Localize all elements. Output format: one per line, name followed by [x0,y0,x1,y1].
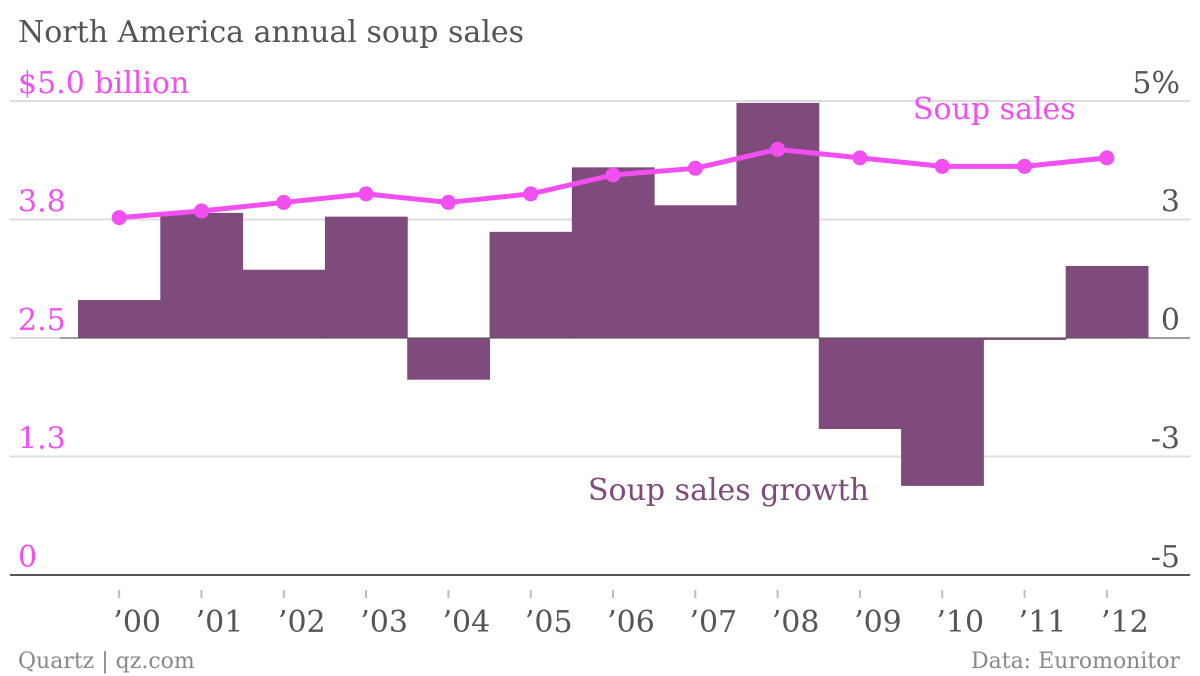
x-tick-label: ’02 [278,605,326,640]
left-axis: $5.0 billion 3.8 2.5 1.3 0 [18,66,189,575]
chart-title: North America annual soup sales [18,15,524,50]
x-tick-label: ’08 [772,605,820,640]
growth-bar-1 [160,212,244,338]
x-axis: ’00 ’01 ’02 ’03 ’04 ’05 ’06 ’07 ’08 ’09 ’10 ’11 ’12 [113,590,1149,640]
growth-bar-6 [571,167,655,338]
footer-source-right: Data: Euromonitor [971,649,1181,674]
growth-bar-7 [654,205,737,338]
sales-point-2 [276,194,292,210]
x-tick-label: ’06 [607,605,655,640]
sales-point-10 [934,158,950,174]
sales-point-1 [193,203,209,219]
x-tick-label: ’10 [936,605,984,640]
x-tick-label: ’05 [525,605,573,640]
sales-line [111,141,1115,226]
x-tick-label: ’03 [360,605,408,640]
growth-bar-11 [983,338,1067,340]
sales-point-0 [111,210,127,226]
growth-bar-10 [901,338,984,486]
right-tick-label: -3 [1151,422,1180,457]
sales-point-3 [358,186,374,202]
growth-bar-9 [818,338,902,430]
right-axis: 5% 3 0 -3 -5 [1132,66,1180,575]
series-label-soup-sales-growth: Soup sales growth [588,473,869,508]
left-tick-label: 1.3 [18,422,66,457]
growth-bar-12 [1065,265,1149,338]
growth-bar-8 [736,102,820,339]
series-label-soup-sales: Soup sales [913,92,1076,127]
growth-bar-2 [242,269,326,338]
left-tick-label: $5.0 billion [18,66,189,101]
x-tick-label: ’01 [196,605,244,640]
x-tick-label: ’09 [854,605,902,640]
growth-bar-5 [489,231,573,338]
left-tick-label: 0 [18,540,37,575]
x-tick-label: ’04 [443,605,491,640]
sales-point-7 [687,160,703,176]
sales-point-11 [1017,158,1033,174]
x-tick-label: ’12 [1101,605,1149,640]
sales-point-8 [770,141,786,157]
left-tick-label: 2.5 [18,303,66,338]
right-tick-label: -5 [1151,540,1180,575]
growth-bar-3 [324,216,408,338]
x-tick-label: ’00 [113,605,161,640]
sales-point-9 [852,150,868,166]
x-tick-label: ’07 [689,605,737,640]
right-tick-label: 0 [1161,303,1180,338]
left-tick-label: 3.8 [18,185,66,220]
x-tick-label: ’11 [1019,605,1067,640]
sales-point-4 [440,194,456,210]
right-tick-label: 5% [1132,66,1180,101]
footer-source-left: Quartz | qz.com [18,649,195,674]
sales-point-5 [523,186,539,202]
sales-point-12 [1099,150,1115,166]
right-tick-label: 3 [1161,185,1180,220]
sales-point-6 [605,167,621,183]
growth-bar-4 [407,338,491,380]
growth-bar-0 [78,300,161,338]
